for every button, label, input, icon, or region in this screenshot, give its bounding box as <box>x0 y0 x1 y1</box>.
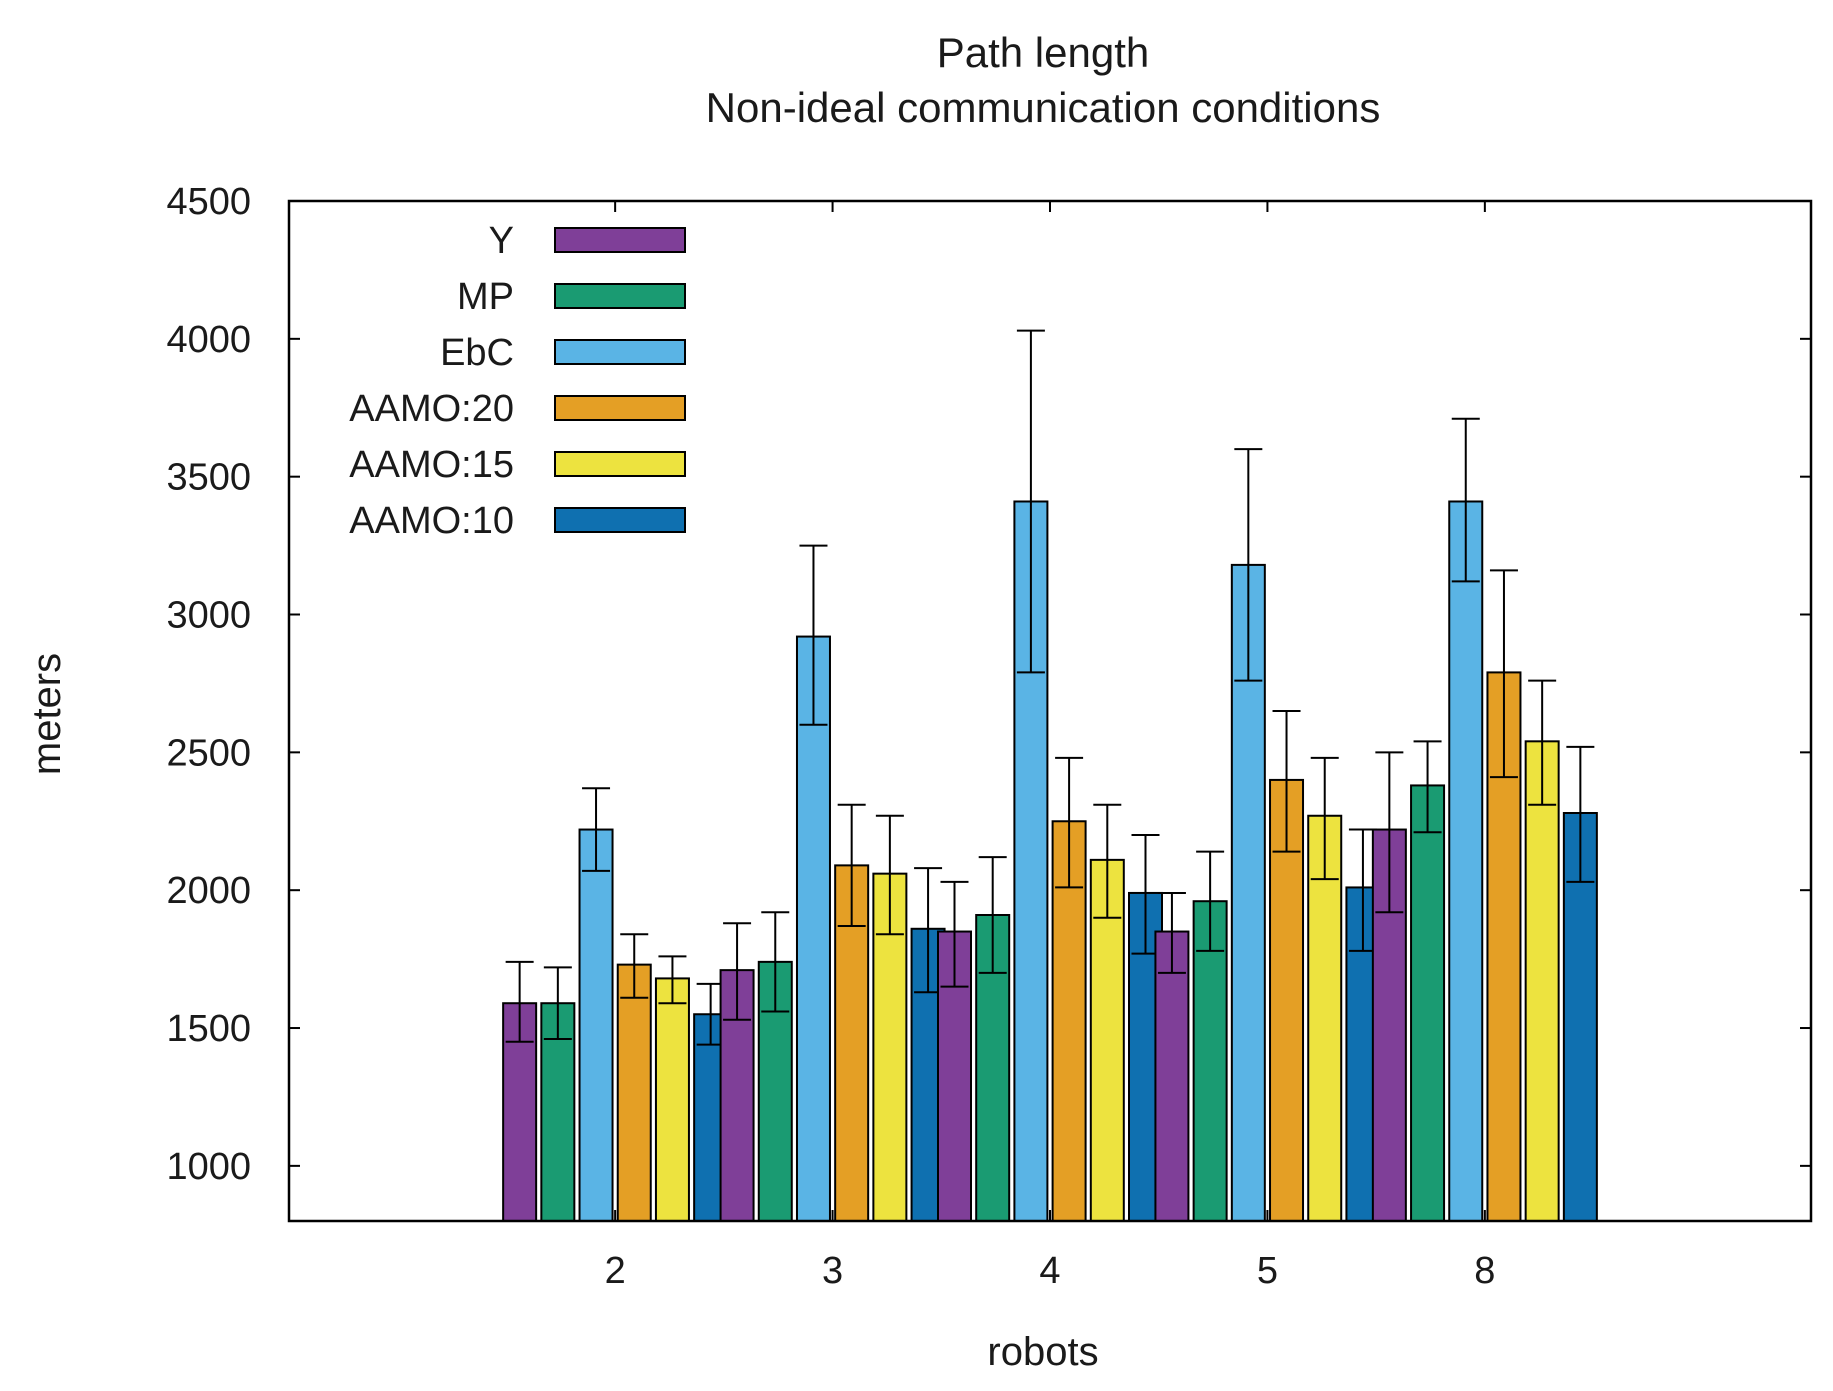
y-tick-label: 1000 <box>166 1146 251 1188</box>
y-tick-label: 4500 <box>166 181 251 223</box>
bar <box>578 828 614 1222</box>
bar <box>1089 858 1125 1222</box>
x-axis-title: robots <box>987 1330 1098 1374</box>
legend-label: MP <box>457 276 514 318</box>
bar <box>1154 930 1190 1222</box>
x-tick-label: 8 <box>1474 1250 1495 1292</box>
legend-label: Y <box>489 220 514 262</box>
legend-swatch <box>554 507 686 533</box>
legend-label: EbC <box>440 332 514 374</box>
x-tick-label: 5 <box>1257 1250 1278 1292</box>
x-tick-label: 4 <box>1039 1250 1060 1292</box>
bar <box>1307 814 1343 1223</box>
y-tick-label: 2000 <box>166 870 251 912</box>
chart-title: Path length <box>937 29 1150 76</box>
bar <box>795 635 831 1222</box>
y-tick-label: 3000 <box>166 595 251 637</box>
legend: Y MP EbC AAMO:20 AAMO:15 AAMO:10 <box>349 220 686 542</box>
bar <box>616 963 652 1223</box>
legend-label: AAMO:10 <box>349 500 514 542</box>
bar <box>654 977 690 1222</box>
plot-area: 1000 1500 2000 2500 3000 3500 4000 4500 2 3 4 5 8 <box>166 181 1811 1292</box>
legend-swatch <box>554 451 686 477</box>
plot-frame <box>287 199 1813 1223</box>
legend-label: AAMO:15 <box>349 444 514 486</box>
y-axis-title: meters <box>25 653 69 775</box>
bar <box>1192 900 1228 1222</box>
legend-swatch <box>554 227 686 253</box>
y-tick-label: 4000 <box>166 319 251 361</box>
bar <box>1524 740 1560 1223</box>
y-tick-label: 2500 <box>166 732 251 774</box>
legend-swatch <box>554 283 686 309</box>
bar <box>1410 784 1446 1222</box>
bar <box>1448 500 1484 1222</box>
legend-swatch <box>554 339 686 365</box>
legend-label: AAMO:20 <box>349 388 514 430</box>
x-tick-label: 3 <box>822 1250 843 1292</box>
y-tick-label: 1500 <box>166 1008 251 1050</box>
y-tick-label: 3500 <box>166 457 251 499</box>
legend-swatch <box>554 395 686 421</box>
chart-subtitle: Non-ideal communication conditions <box>706 84 1381 131</box>
x-tick-label: 2 <box>605 1250 626 1292</box>
